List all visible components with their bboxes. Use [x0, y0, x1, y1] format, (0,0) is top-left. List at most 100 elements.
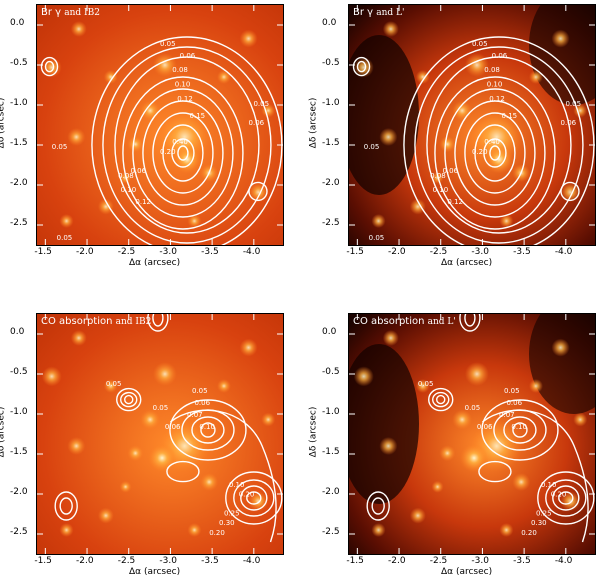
contour-line [436, 394, 446, 405]
contour-line [122, 76, 244, 230]
source-blob [67, 437, 86, 455]
axis-ticks [349, 314, 595, 554]
contour-line [225, 471, 283, 525]
source-blob [464, 362, 489, 386]
y-tick-label: -2.0 [10, 178, 28, 188]
image-map: 0.05 0.05 0.06 0.07 0.10 0.05 0.06 0.10 0.20 0.25… [36, 313, 284, 555]
contour-label: 0.05 [160, 40, 176, 48]
contour-line [537, 471, 595, 525]
title-main: Br γ [41, 7, 65, 18]
contour-line [177, 145, 189, 161]
x-tick-label: -4.0 [242, 556, 261, 566]
source-blob [371, 523, 386, 537]
contour-label: 0.07 [187, 411, 203, 419]
dark-region [529, 5, 595, 105]
x-tick-label: -1.5 [346, 556, 364, 566]
contour-label: 0.30 [219, 519, 235, 527]
image-background [37, 314, 283, 554]
source-blob [70, 21, 87, 37]
y-tick-label: -1.5 [10, 447, 28, 457]
panel-title: Br γ and IB2 [41, 7, 100, 18]
x-tick-label: -3.0 [159, 247, 177, 257]
contour-line [426, 56, 572, 234]
nucleus-core [148, 444, 177, 472]
contour-line [59, 497, 73, 515]
contour-line [142, 100, 224, 206]
x-tick-label: -4.0 [242, 247, 261, 257]
contour-label: 0.05 [57, 234, 73, 242]
contour-line [114, 56, 260, 234]
contour-line [132, 88, 234, 218]
contour-label: 0.06 [130, 167, 146, 175]
source-blob [127, 136, 144, 153]
contour-label: 0.12 [177, 95, 193, 103]
contour-line [116, 387, 142, 412]
contour-label: 0.08 [172, 66, 188, 74]
source-blob [59, 523, 74, 537]
x-axis-label: Δα (arcsec) [129, 567, 181, 577]
contour-label: 0.10 [433, 186, 449, 194]
contour-label: 0.08 [430, 172, 446, 180]
x-tick-label: -2.0 [76, 556, 94, 566]
contour-label: 0.06 [442, 167, 458, 175]
image-svg: 0.050.060.080.100.120.150.200.400.050.06… [37, 5, 283, 245]
contour-line [169, 399, 247, 461]
y-axis-label: Δδ (arcsec) [308, 406, 319, 458]
contour-line [54, 491, 78, 521]
source-blob [528, 379, 543, 393]
y-tick-label: -1.0 [322, 407, 340, 417]
contour-label: 0.06 [194, 399, 210, 407]
x-tick-label: -2.0 [76, 247, 94, 257]
source-blob [152, 362, 177, 386]
x-tick-label: -3.0 [471, 247, 489, 257]
panel-title: CO absorption and IB2 [41, 316, 151, 327]
source-blob [379, 437, 398, 455]
contours [352, 36, 595, 245]
contour-line [171, 138, 195, 168]
y-tick-label: -1.0 [10, 98, 28, 108]
title-main: CO absorption [353, 316, 428, 327]
contour-label: 0.05 [253, 100, 269, 108]
contour-label: 0.20 [472, 148, 488, 156]
contour-line [483, 138, 507, 168]
contours [366, 314, 595, 543]
image-map: 0.05 0.05 0.06 0.07 0.10 0.05 0.06 0.10 0.20 0.25… [348, 313, 596, 555]
x-tick-label: -3.0 [159, 556, 177, 566]
contour-label: 0.05 [565, 100, 581, 108]
contour-line [454, 100, 536, 206]
y-tick-label: -2.0 [322, 178, 340, 188]
source-blob [551, 338, 570, 357]
panel-title: CO absorption and L' [353, 316, 456, 327]
contour-label: 0.20 [551, 490, 567, 498]
contour-line [352, 56, 371, 77]
y-tick-label: 0.0 [322, 327, 337, 337]
source-blob [499, 214, 514, 228]
source-blob [200, 473, 219, 491]
contour-line [459, 314, 481, 332]
contour-label: 0.05 [504, 387, 520, 395]
y-tick-label: -0.5 [322, 367, 340, 377]
title-band: and IB2 [115, 317, 152, 327]
x-tick-label: -3.5 [201, 556, 219, 566]
source-blob [103, 379, 118, 393]
title-band: and L' [427, 317, 456, 327]
x-tick-label: -3.0 [471, 556, 489, 566]
source-blob [551, 29, 570, 48]
source-blob [216, 379, 231, 393]
contour-label: 0.10 [121, 186, 137, 194]
contour-line [371, 497, 385, 515]
contour-line [169, 409, 277, 543]
y-axis-label: Δδ (arcsec) [308, 97, 319, 149]
contour-line [560, 181, 580, 202]
contour-label: 0.10 [229, 481, 245, 489]
axis-ticks [37, 314, 283, 554]
contour-line [478, 460, 512, 483]
contour-label: 0.15 [190, 112, 206, 120]
contour-label: 0.20 [209, 529, 225, 537]
contour-label: 0.12 [489, 95, 505, 103]
contour-line [40, 56, 59, 77]
y-tick-label: -1.0 [10, 407, 28, 417]
contour-line [147, 314, 169, 332]
source-blob [127, 445, 144, 462]
contour-line [248, 181, 268, 202]
